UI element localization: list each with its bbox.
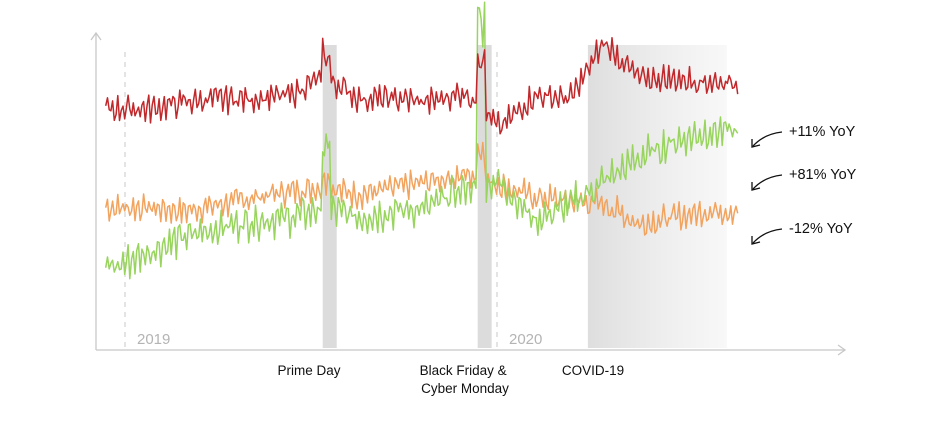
event-label-black-friday: Black Friday & Cyber Monday <box>420 363 511 396</box>
annotation-red: +11% YoY <box>789 124 856 140</box>
series-line-1 <box>104 1 739 280</box>
event-band-2 <box>587 45 727 348</box>
year-label-2019: 2019 <box>137 331 170 348</box>
y-axis-arrow-icon <box>90 31 102 41</box>
x-axis-arrow-icon <box>837 344 847 356</box>
annotation-arrow-red-icon <box>752 131 783 147</box>
annotation-arrow-orange-icon <box>752 228 783 244</box>
series-line-0 <box>104 36 739 135</box>
series-line-2 <box>104 141 739 236</box>
event-label-prime-day: Prime Day <box>277 363 340 378</box>
year-label-2020: 2020 <box>509 331 542 348</box>
event-band-0 <box>322 45 337 348</box>
event-bands <box>322 45 727 348</box>
event-label-black-friday-line2: Cyber Monday <box>421 381 509 396</box>
event-label-black-friday-line1: Black Friday & <box>420 363 507 378</box>
series-lines <box>104 1 739 280</box>
annotation-arrowhead-green-icon <box>751 182 761 191</box>
event-band-1 <box>477 45 492 348</box>
annotation-arrowhead-orange-icon <box>751 236 761 245</box>
annotation-arrow-green-icon <box>752 174 783 190</box>
annotation-green: +81% YoY <box>789 167 857 183</box>
annotation-arrowhead-red-icon <box>751 139 761 148</box>
event-label-covid: COVID-19 <box>562 363 624 378</box>
annotation-orange: -12% YoY <box>789 221 853 237</box>
